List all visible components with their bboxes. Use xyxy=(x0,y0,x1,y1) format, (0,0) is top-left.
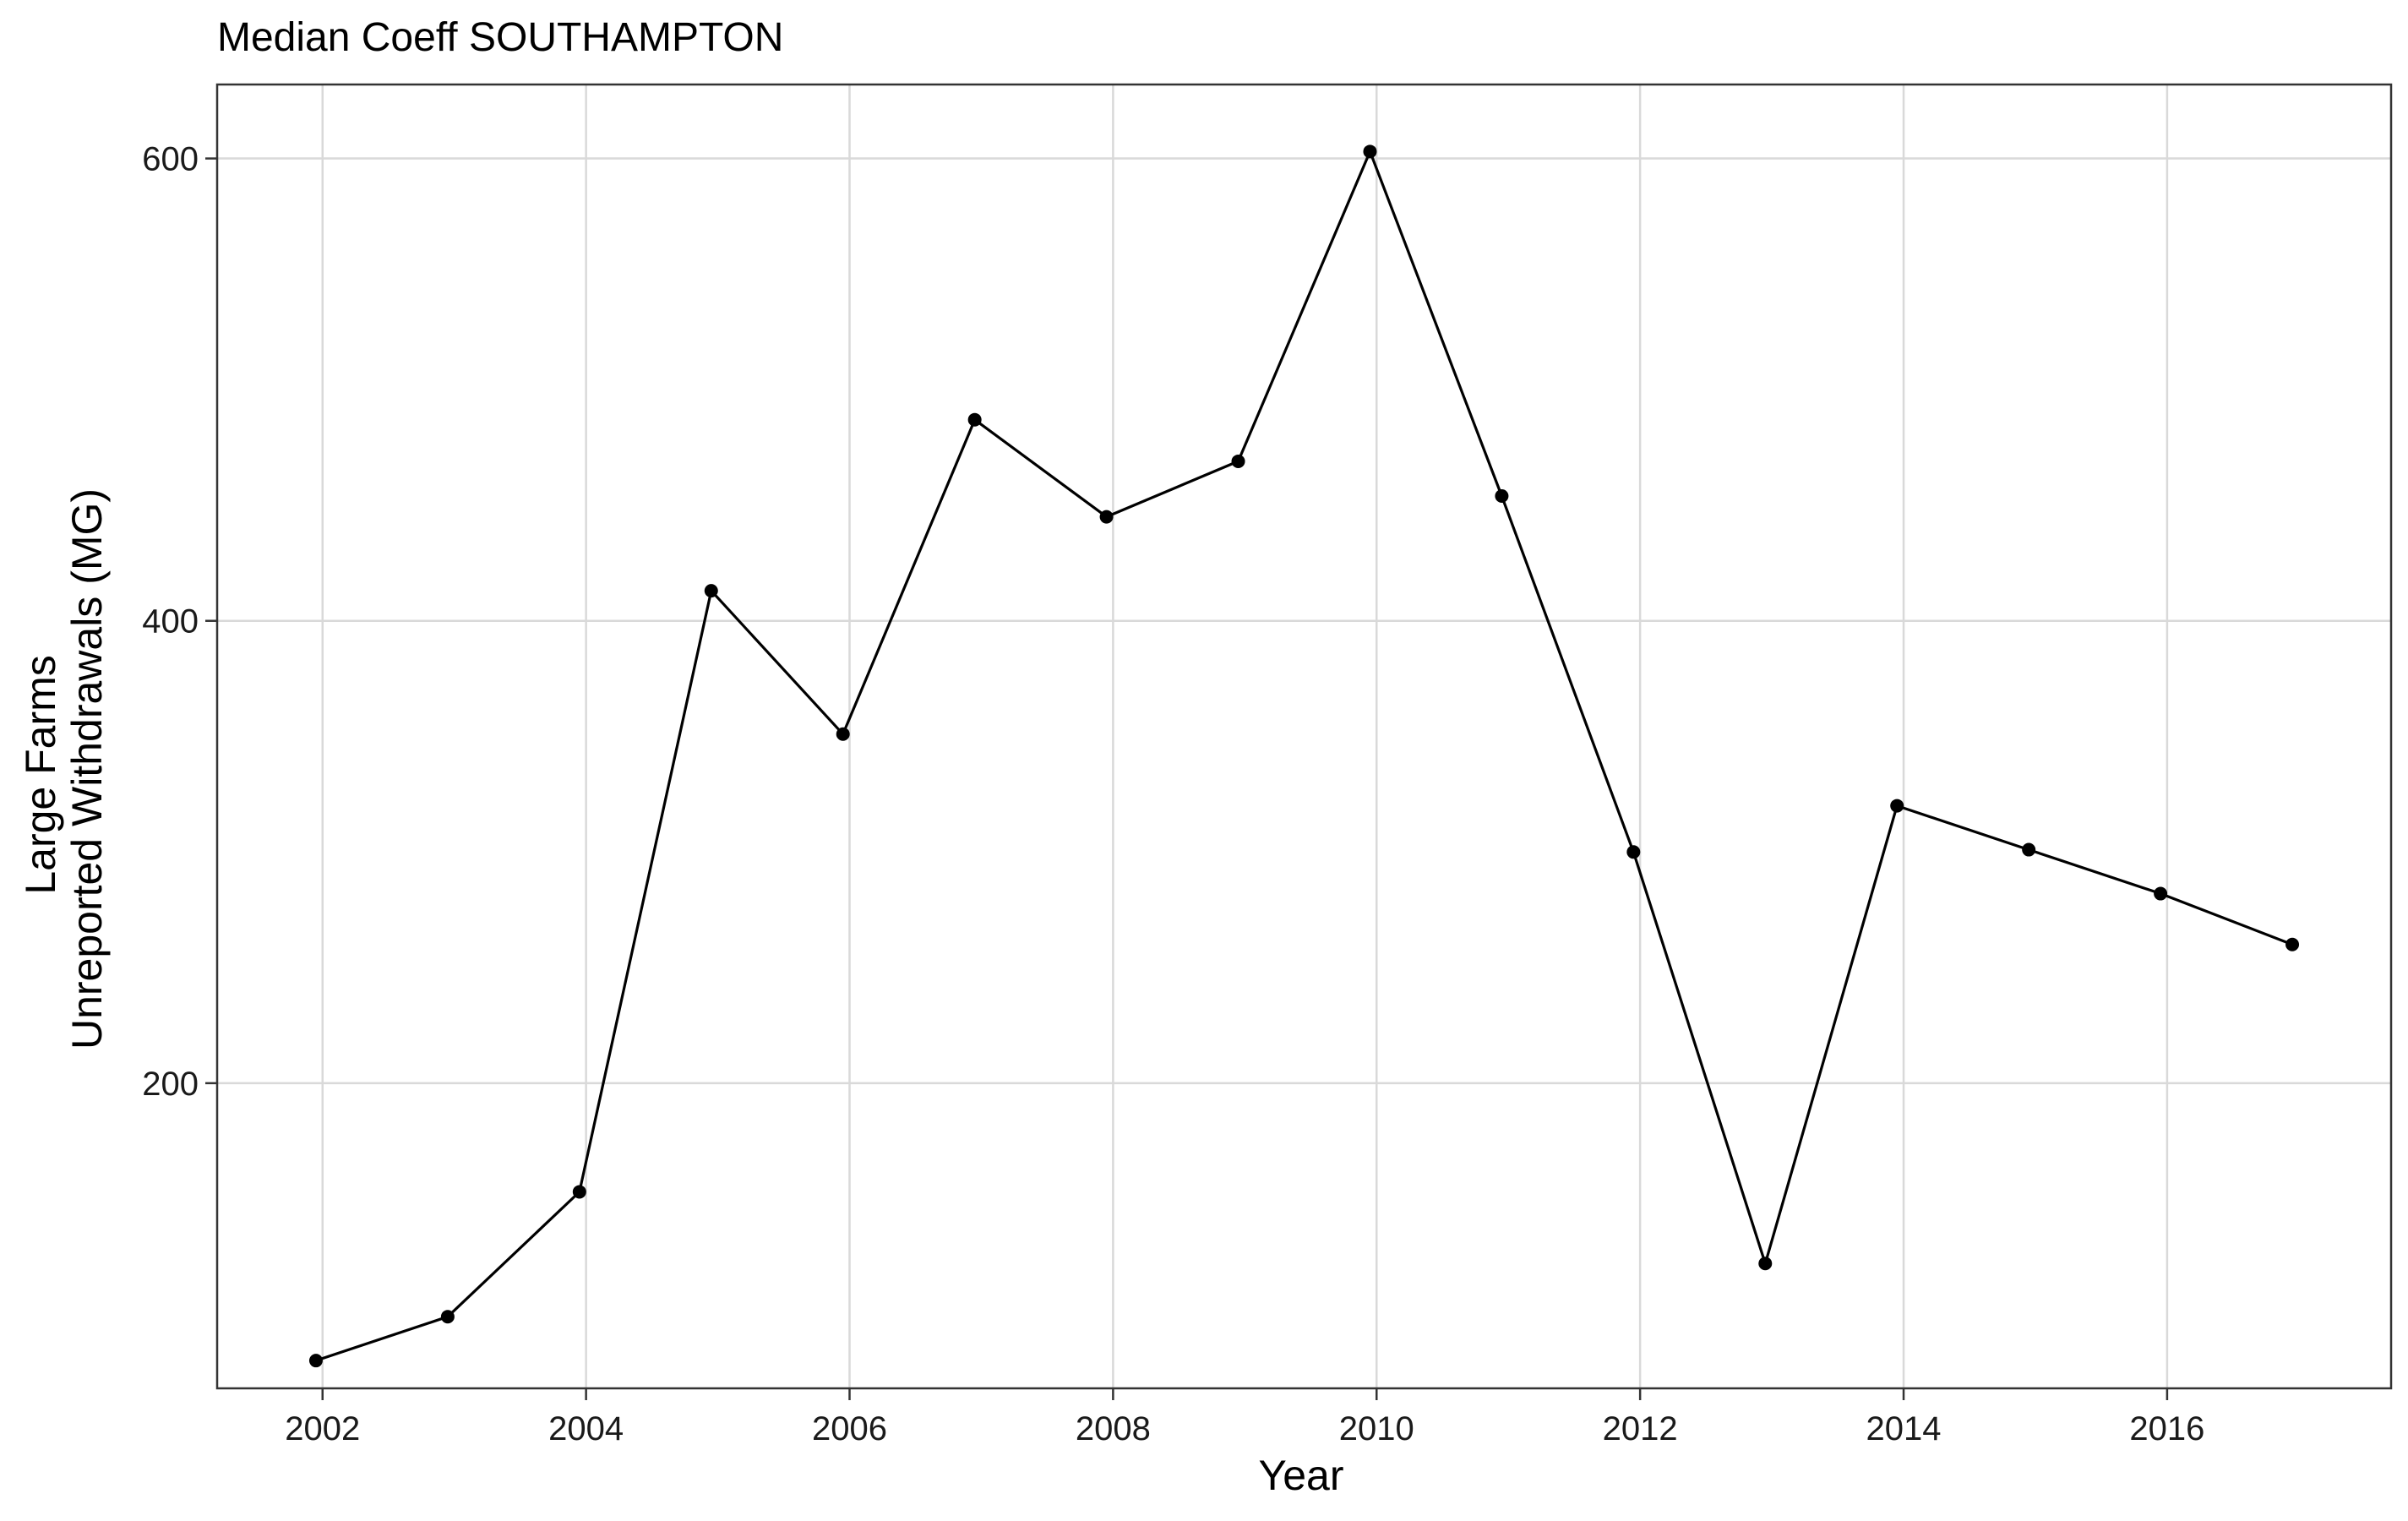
data-point xyxy=(308,1354,323,1368)
plot-panel-border xyxy=(215,83,2393,1390)
x-tick-label: 2008 xyxy=(1076,1410,1151,1447)
data-point xyxy=(440,1310,455,1324)
data-point xyxy=(572,1185,586,1199)
series-line xyxy=(315,150,2293,1362)
data-point xyxy=(2285,937,2300,951)
y-tick-label: 600 xyxy=(142,141,199,178)
data-point xyxy=(1363,144,1377,159)
y-axis-title-line-1: Large Farms xyxy=(17,655,64,894)
grid-lines xyxy=(217,84,2391,1388)
data-point xyxy=(1231,454,1245,468)
data-point xyxy=(1890,799,1904,813)
x-tick-label: 2012 xyxy=(1603,1410,1678,1447)
x-axis-title: Year xyxy=(1258,1452,1343,1499)
x-tick-label: 2004 xyxy=(548,1410,624,1447)
y-tick-label: 200 xyxy=(142,1066,199,1103)
data-point xyxy=(1495,488,1509,503)
data-point xyxy=(2154,886,2168,901)
data-point xyxy=(2022,842,2036,857)
x-tick-label: 2016 xyxy=(2129,1410,2204,1447)
data-point xyxy=(704,584,718,598)
y-axis-title: Large Farms Unreported Withdrawals (MG) xyxy=(17,488,111,1049)
y-axis-title-line-2: Unreported Withdrawals (MG) xyxy=(63,488,111,1049)
y-tick-label: 400 xyxy=(142,603,199,641)
data-point xyxy=(967,412,982,427)
series-layer xyxy=(308,144,2300,1368)
x-tick-label: 2010 xyxy=(1339,1410,1414,1447)
axes: 2002 2004 2006 2008 2010 2012 2014 2016 200 400 60… xyxy=(142,141,2204,1447)
data-point xyxy=(1626,845,1641,859)
data-point xyxy=(836,727,850,741)
x-tick-label: 2002 xyxy=(285,1410,360,1447)
x-tick-label: 2014 xyxy=(1866,1410,1942,1447)
data-point xyxy=(1099,510,1114,524)
data-point xyxy=(1758,1257,1773,1271)
x-tick-label: 2006 xyxy=(812,1410,887,1447)
chart-title: Median Coeff SOUTHAMPTON xyxy=(217,15,783,60)
